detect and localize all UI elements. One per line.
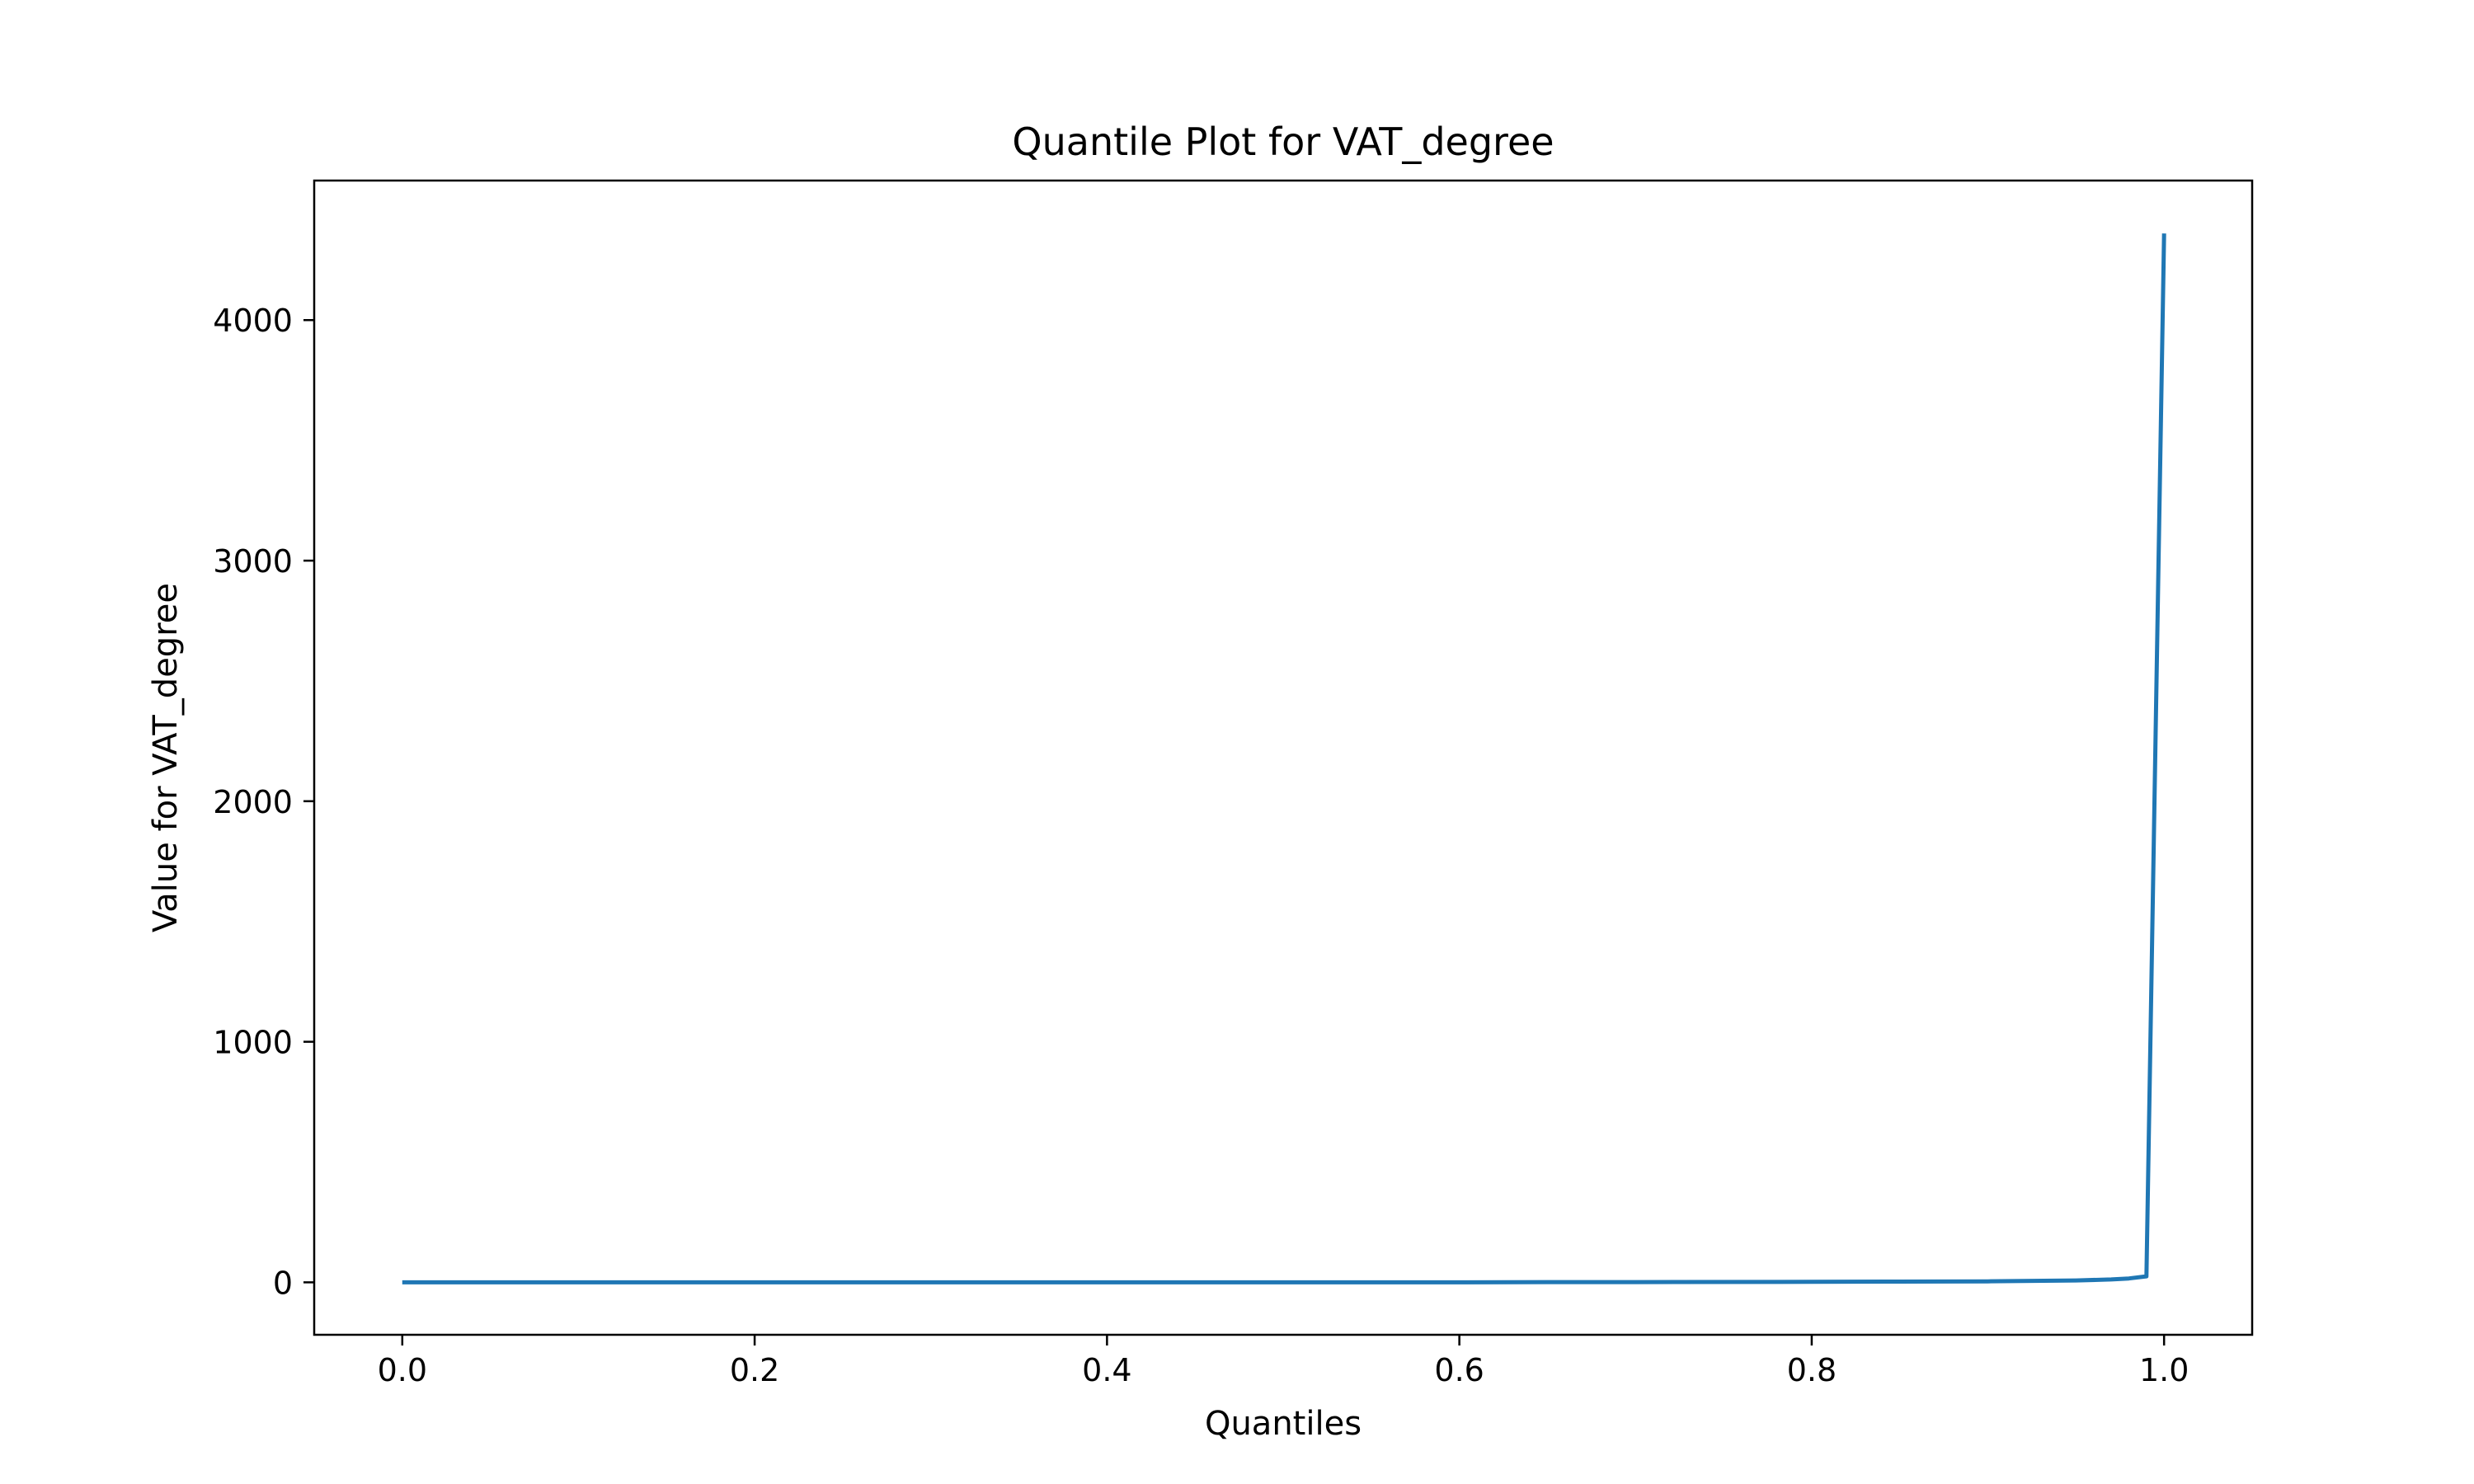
y-tick-label: 4000 xyxy=(213,303,293,339)
y-axis-label: Value for VAT_degree xyxy=(147,583,185,932)
y-tick-label: 0 xyxy=(273,1265,293,1301)
x-tick-label: 0.2 xyxy=(730,1352,779,1388)
chart-title: Quantile Plot for VAT_degree xyxy=(1012,120,1554,164)
y-axis-ticks: 0 1000 2000 3000 4000 xyxy=(213,303,314,1301)
y-tick-label: 1000 xyxy=(213,1025,293,1061)
series-layer xyxy=(402,233,2166,1284)
y-tick-label: 2000 xyxy=(213,784,293,820)
y-tick-label: 3000 xyxy=(213,543,293,580)
axes-frame xyxy=(313,179,2254,1336)
x-axis-ticks: 0.0 0.2 0.4 0.6 0.8 1.0 xyxy=(378,1335,2189,1388)
x-tick-label: 0.8 xyxy=(1787,1352,1837,1388)
x-tick-label: 0.4 xyxy=(1082,1352,1131,1388)
plot-area xyxy=(313,179,2254,1336)
x-axis-label: Quantiles xyxy=(1205,1405,1362,1443)
series-line-vat-degree xyxy=(402,233,2166,1284)
x-tick-label: 1.0 xyxy=(2139,1352,2189,1388)
x-tick-label: 0.6 xyxy=(1434,1352,1484,1388)
x-tick-label: 0.0 xyxy=(378,1352,427,1388)
